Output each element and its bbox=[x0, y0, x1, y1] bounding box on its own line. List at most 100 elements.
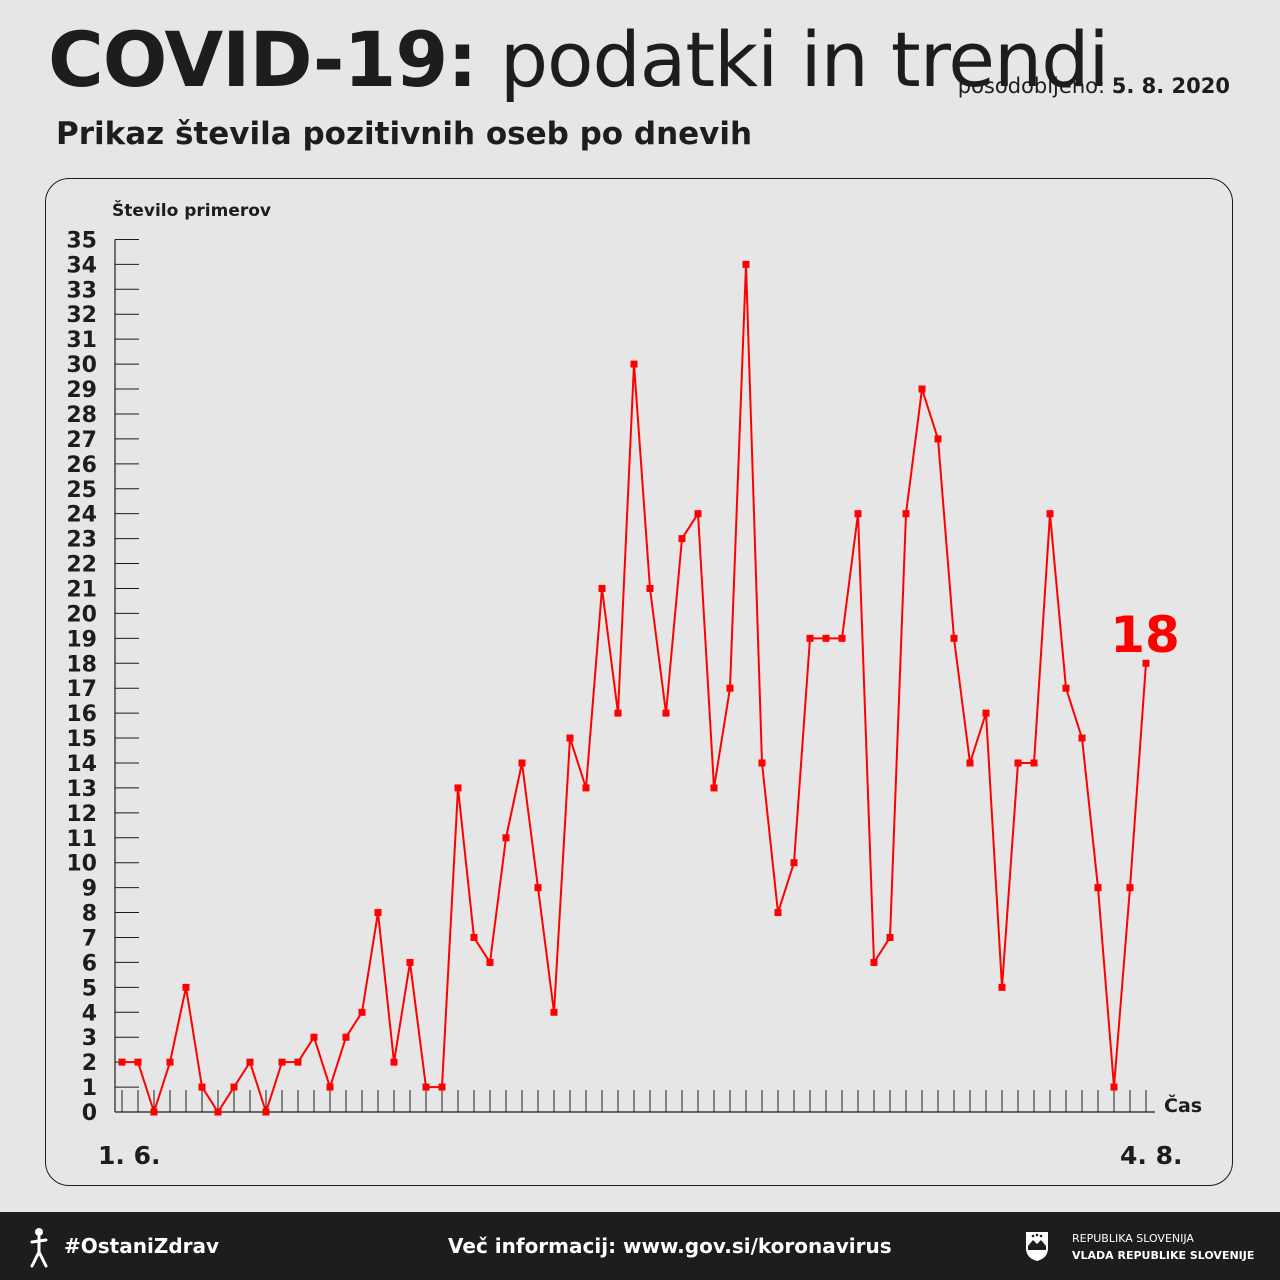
y-tick-label: 3 bbox=[82, 1026, 97, 1051]
y-tick-label: 8 bbox=[82, 902, 97, 927]
data-point bbox=[470, 933, 478, 941]
last-value-label: 18 bbox=[1110, 606, 1180, 664]
y-tick-label: 18 bbox=[66, 652, 97, 677]
gov-line2: VLADA REPUBLIKE SLOVENIJE bbox=[1072, 1249, 1255, 1262]
data-point bbox=[582, 784, 590, 792]
data-point bbox=[742, 260, 750, 268]
slovenia-crest-icon bbox=[1026, 1232, 1048, 1261]
data-point bbox=[950, 634, 958, 642]
data-point bbox=[118, 1058, 126, 1066]
chart-axes bbox=[114, 238, 1155, 1113]
data-point bbox=[438, 1083, 446, 1091]
title-bold: COVID-19: bbox=[48, 15, 478, 104]
y-tick-label: 21 bbox=[66, 577, 97, 602]
data-point bbox=[390, 1058, 398, 1066]
data-point bbox=[806, 634, 814, 642]
data-point bbox=[870, 958, 878, 966]
y-tick-label: 0 bbox=[82, 1101, 97, 1126]
y-tick-label: 2 bbox=[82, 1051, 97, 1076]
data-point bbox=[662, 709, 670, 717]
data-point bbox=[838, 634, 846, 642]
data-point bbox=[374, 909, 382, 917]
y-tick-label: 12 bbox=[66, 802, 97, 827]
data-point bbox=[230, 1083, 238, 1091]
chart-panel bbox=[45, 178, 1233, 1186]
y-tick-label: 9 bbox=[82, 877, 97, 902]
data-point bbox=[326, 1083, 334, 1091]
updated-date: 5. 8. 2020 bbox=[1111, 74, 1230, 98]
y-tick-label: 20 bbox=[66, 602, 97, 627]
y-tick-label: 22 bbox=[66, 553, 97, 578]
y-tick-label: 10 bbox=[66, 852, 97, 877]
y-tick-label: 14 bbox=[66, 752, 97, 777]
y-tick-label: 32 bbox=[66, 303, 97, 328]
data-point bbox=[678, 535, 686, 543]
x-end-label: 4. 8. bbox=[1120, 1141, 1183, 1170]
data-point bbox=[630, 360, 638, 368]
data-point bbox=[854, 510, 862, 518]
data-point bbox=[534, 884, 542, 892]
hashtag: #OstaniZdrav bbox=[64, 1234, 220, 1258]
data-point bbox=[198, 1083, 206, 1091]
series-line bbox=[122, 264, 1147, 1116]
y-tick-label: 11 bbox=[66, 827, 97, 852]
data-point bbox=[790, 859, 798, 867]
x-start-label: 1. 6. bbox=[98, 1141, 161, 1170]
y-tick-label: 29 bbox=[66, 378, 97, 403]
y-axis-label: Število primerov bbox=[112, 199, 271, 221]
y-tick-label: 19 bbox=[66, 627, 97, 652]
y-tick-label: 33 bbox=[66, 278, 97, 303]
data-point bbox=[406, 958, 414, 966]
data-point bbox=[1110, 1083, 1118, 1091]
data-point bbox=[822, 634, 830, 642]
data-point bbox=[710, 784, 718, 792]
data-point bbox=[886, 933, 894, 941]
gov-line1: REPUBLIKA SLOVENIJA bbox=[1072, 1232, 1194, 1245]
data-point bbox=[1030, 759, 1038, 767]
footer-bar: #OstaniZdrav Več informacij: www.gov.si/… bbox=[0, 1212, 1280, 1280]
y-tick-label: 5 bbox=[82, 976, 97, 1001]
data-point bbox=[422, 1083, 430, 1091]
y-tick-label: 6 bbox=[82, 951, 97, 976]
data-point bbox=[310, 1033, 318, 1041]
data-point bbox=[934, 435, 942, 443]
data-point bbox=[694, 510, 702, 518]
y-tick-label: 34 bbox=[66, 253, 97, 278]
data-point bbox=[182, 983, 190, 991]
data-point bbox=[294, 1058, 302, 1066]
y-tick-label: 4 bbox=[82, 1001, 97, 1026]
data-point bbox=[998, 983, 1006, 991]
x-axis-label: Čas bbox=[1164, 1093, 1202, 1117]
data-point bbox=[726, 684, 734, 692]
person-figure-icon bbox=[30, 1228, 48, 1268]
y-tick-label: 35 bbox=[66, 228, 97, 253]
data-point bbox=[1142, 659, 1150, 667]
y-tick-label: 26 bbox=[66, 453, 97, 478]
data-point bbox=[902, 510, 910, 518]
title-light: podatki in trendi bbox=[499, 15, 1110, 104]
y-tick-labels: 0123456789101112131415161718192021222324… bbox=[66, 228, 97, 1126]
y-tick-label: 17 bbox=[66, 677, 97, 702]
data-point bbox=[1094, 884, 1102, 892]
data-point bbox=[982, 709, 990, 717]
y-tick-label: 16 bbox=[66, 702, 97, 727]
data-point bbox=[278, 1058, 286, 1066]
y-tick-label: 7 bbox=[82, 926, 97, 951]
data-point bbox=[342, 1033, 350, 1041]
data-point bbox=[518, 759, 526, 767]
data-point bbox=[166, 1058, 174, 1066]
more-info-link[interactable]: Več informacij: www.gov.si/koronavirus bbox=[448, 1234, 892, 1258]
data-point bbox=[486, 958, 494, 966]
data-point bbox=[454, 784, 462, 792]
data-point bbox=[1062, 684, 1070, 692]
data-point bbox=[918, 385, 926, 393]
data-point bbox=[598, 584, 606, 592]
data-point bbox=[134, 1058, 142, 1066]
data-point bbox=[774, 909, 782, 917]
y-tick-label: 24 bbox=[66, 503, 97, 528]
y-tick-label: 30 bbox=[66, 353, 97, 378]
data-point bbox=[646, 584, 654, 592]
data-point bbox=[566, 734, 574, 742]
y-tick-label: 28 bbox=[66, 403, 97, 428]
data-point bbox=[150, 1108, 158, 1116]
